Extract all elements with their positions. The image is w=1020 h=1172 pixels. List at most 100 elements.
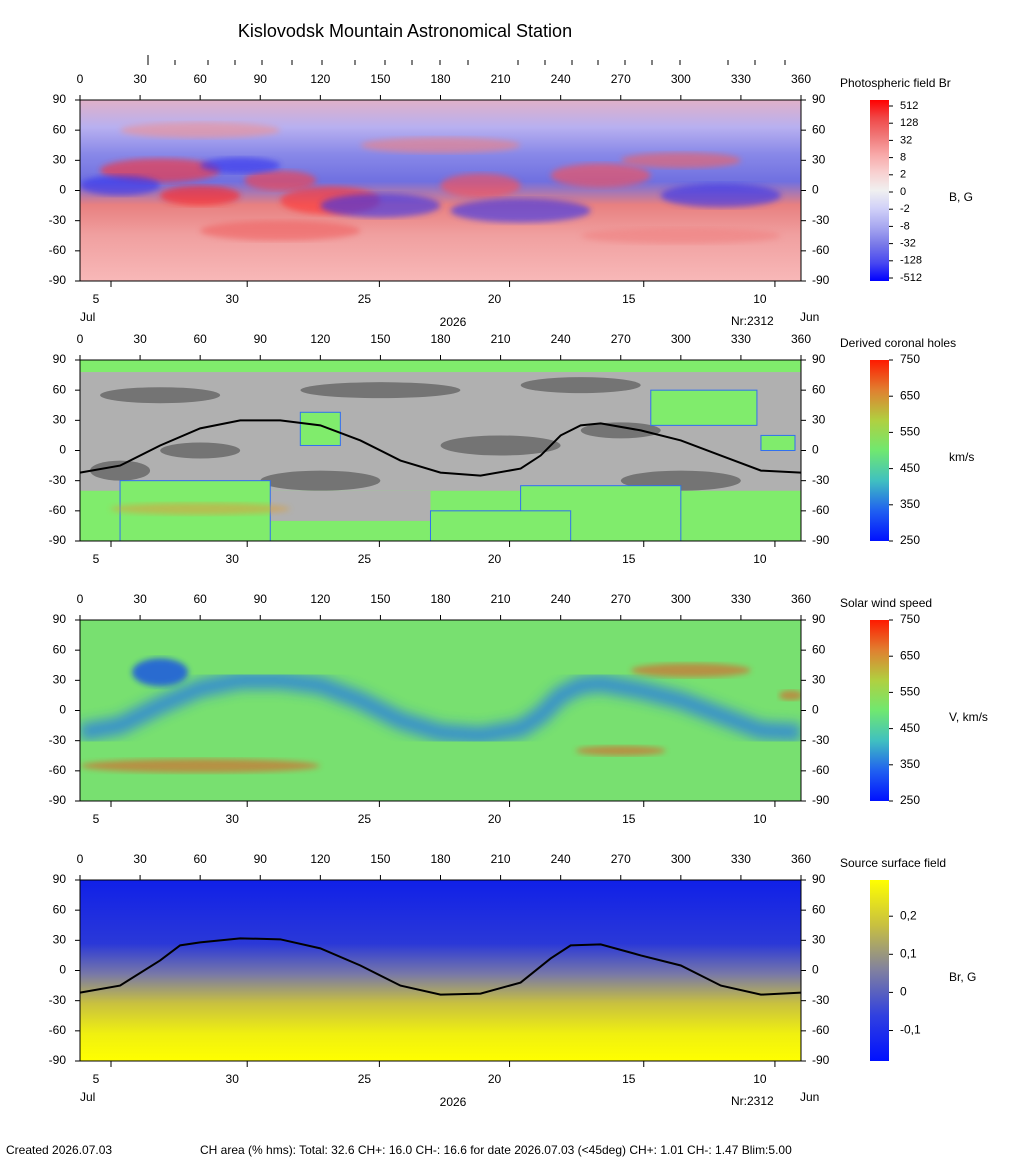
latitude-label-right: 30: [812, 413, 826, 427]
latitude-label-right: -30: [812, 213, 830, 227]
colorbar-label: -512: [900, 272, 922, 284]
longitude-label: 60: [193, 592, 207, 606]
longitude-label: 0: [77, 852, 84, 866]
colorbar-label: 650: [900, 388, 920, 402]
colorbar-label: 0,1: [900, 946, 917, 960]
longitude-label: 210: [491, 72, 511, 86]
colorbar-label: 512: [900, 100, 918, 112]
latitude-label: -30: [49, 733, 67, 747]
latitude-label: -30: [49, 213, 67, 227]
field-patch: [244, 170, 317, 191]
neutral-line: [79, 937, 802, 996]
colorbar-unit: km/s: [949, 450, 974, 464]
latitude-label-right: -60: [812, 763, 830, 777]
date-label: 20: [488, 552, 502, 566]
carrington-markers: [147, 55, 786, 65]
rotation-label: Nr:2312: [731, 1094, 774, 1108]
ch-area-label: CH area (% hms): Total: 32.6 CH+: 16.0 C…: [200, 1143, 792, 1157]
longitude-label: 0: [77, 592, 84, 606]
latitude-label-right: -60: [812, 503, 830, 517]
longitude-label: 150: [370, 852, 390, 866]
closed-field-dark: [160, 442, 241, 459]
closed-field-dark: [90, 460, 151, 481]
date-label: 20: [488, 1072, 502, 1086]
colorbar: [870, 360, 889, 541]
field-patch: [580, 227, 781, 244]
neutral-line: [79, 419, 802, 477]
longitude-label: 180: [430, 332, 450, 346]
colorbar-label: 750: [900, 612, 920, 626]
longitude-label: 210: [491, 852, 511, 866]
latitude-label-right: 0: [812, 703, 819, 717]
longitude-label: 360: [791, 592, 811, 606]
date-label: 15: [622, 1072, 636, 1086]
colorbar-label: 2: [900, 169, 906, 181]
end-month: Jun: [800, 310, 819, 324]
longitude-label: 360: [791, 72, 811, 86]
date-label: 15: [622, 552, 636, 566]
longitude-label: 240: [551, 332, 571, 346]
colorbar-label: 32: [900, 134, 912, 146]
field-patch: [120, 122, 281, 139]
latitude-label: 60: [53, 122, 67, 136]
closed-field: [270, 490, 431, 521]
latitude-label-right: -60: [812, 1023, 830, 1037]
colorbar-label: 750: [900, 352, 920, 366]
field-patch: [440, 173, 521, 198]
latitude-label-right: 60: [812, 902, 826, 916]
closed-field-dark: [520, 377, 641, 394]
date-label: 10: [753, 1072, 767, 1086]
longitude-label: 90: [254, 852, 268, 866]
date-label: 5: [93, 552, 100, 566]
longitude-label: 120: [310, 332, 330, 346]
panel: [80, 100, 801, 281]
latitude-label: 90: [53, 352, 67, 366]
colorbar-label: -32: [900, 238, 916, 250]
fast-wind: [778, 690, 801, 701]
colorbar-title: Solar wind speed: [840, 596, 932, 610]
longitude-label: 180: [430, 592, 450, 606]
fast-wind: [575, 745, 666, 756]
longitude-label: 60: [193, 72, 207, 86]
latitude-label-right: -90: [812, 1053, 830, 1067]
colorbar-unit: V, km/s: [949, 710, 988, 724]
figure-title: Kislovodsk Mountain Astronomical Station: [238, 21, 572, 41]
latitude-label-right: 60: [812, 122, 826, 136]
coronal-hole: [760, 434, 796, 451]
longitude-label: 330: [731, 852, 751, 866]
date-label: 30: [226, 292, 240, 306]
closed-field-dark: [100, 387, 221, 404]
date-label: 20: [488, 292, 502, 306]
latitude-label: -90: [49, 1053, 67, 1067]
longitude-label: 60: [193, 332, 207, 346]
panel: [80, 880, 801, 1061]
rotation-label: Nr:2312: [731, 314, 774, 328]
latitude-label-right: -30: [812, 473, 830, 487]
longitude-label: 30: [133, 72, 147, 86]
longitude-label: 120: [310, 72, 330, 86]
slow-wind-band: [80, 671, 801, 745]
longitude-label: 240: [551, 592, 571, 606]
longitude-label: 0: [77, 332, 84, 346]
latitude-label: -90: [49, 793, 67, 807]
longitude-label: 90: [254, 332, 268, 346]
longitude-label: 300: [671, 592, 691, 606]
field-patch: [200, 157, 281, 174]
panel: [80, 620, 801, 801]
longitude-label: 330: [731, 332, 751, 346]
latitude-label-right: 30: [812, 153, 826, 167]
field-patch: [200, 220, 361, 241]
latitude-label: 0: [59, 963, 66, 977]
latitude-label-right: 90: [812, 352, 826, 366]
longitude-label: 120: [310, 592, 330, 606]
latitude-label-right: 90: [812, 872, 826, 886]
closed-field-dark: [440, 435, 561, 456]
colorbar-label: 0,2: [900, 908, 917, 922]
date-label: 5: [93, 292, 100, 306]
slow-wind: [132, 658, 189, 687]
latitude-label: -90: [49, 273, 67, 287]
colorbar: [870, 880, 889, 1061]
coronal-hole: [299, 411, 341, 446]
start-month: Jul: [80, 310, 95, 324]
